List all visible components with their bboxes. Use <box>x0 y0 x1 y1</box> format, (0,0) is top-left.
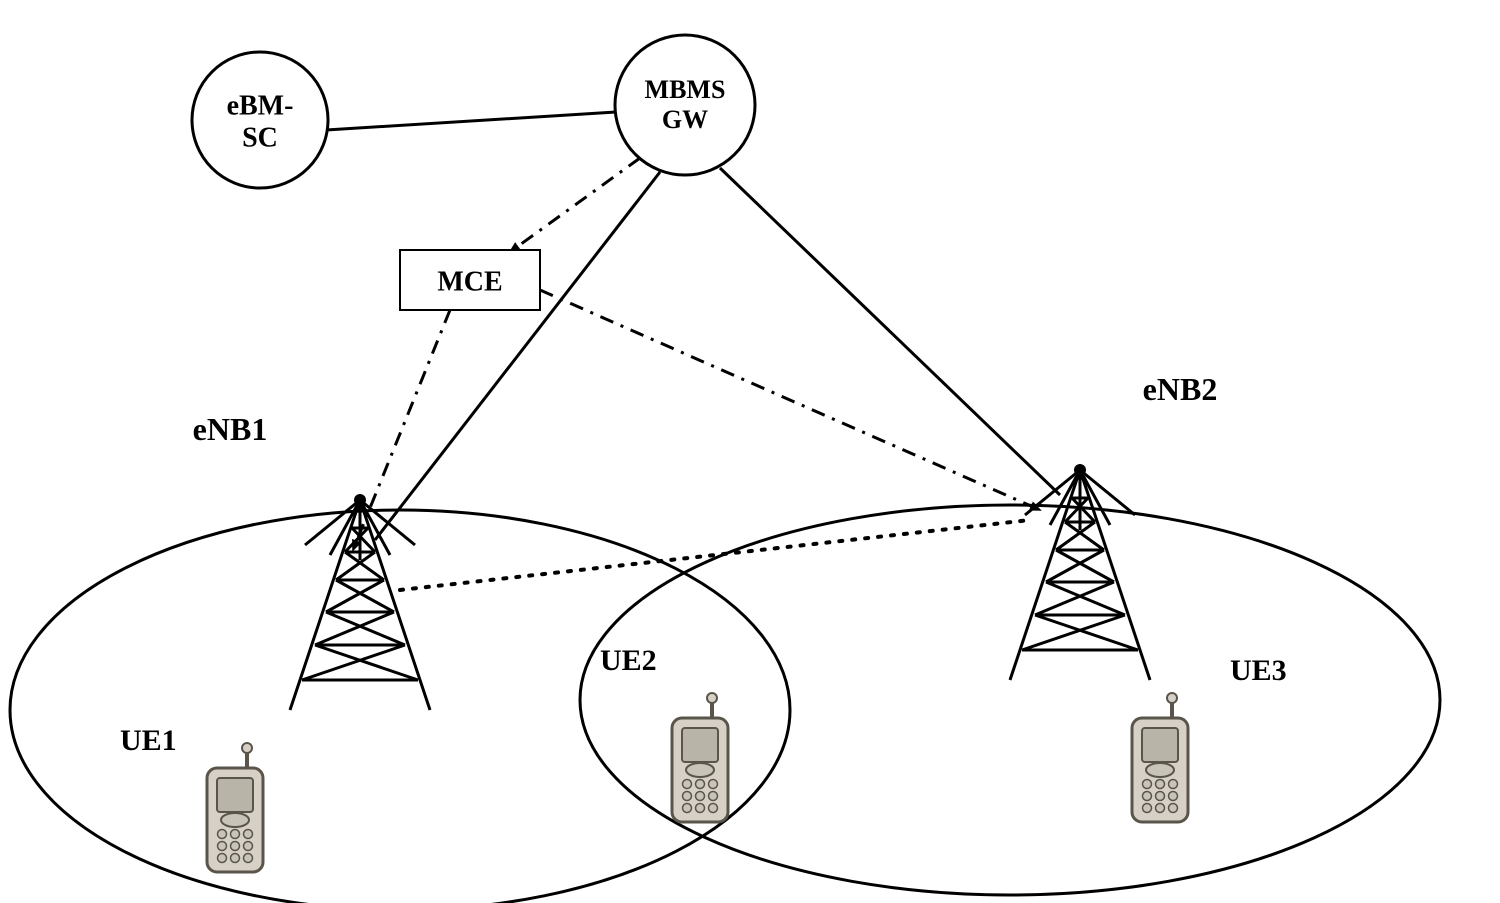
node-enb2 <box>1010 464 1150 680</box>
edge-mbmsgw-mce <box>510 158 640 252</box>
edge-mbmsgw-enb1 <box>375 172 660 540</box>
ue2-label: UE2 <box>600 644 657 677</box>
ebmsc-label-line2: SC <box>242 122 278 153</box>
enb1-label: eNB1 <box>193 411 268 447</box>
node-enb1 <box>290 494 430 710</box>
node-ue2 <box>672 693 728 822</box>
mbmsgw-label-line2: GW <box>662 105 708 134</box>
mce-label: MCE <box>437 266 502 297</box>
edge-mce-enb2 <box>540 290 1040 510</box>
ue1-label: UE1 <box>120 724 177 757</box>
node-mbmsgw: MBMS GW <box>615 35 755 175</box>
ebmsc-label-line1: eBM- <box>227 90 294 121</box>
network-diagram: eBM- SC MBMS GW MCE <box>0 0 1500 903</box>
cell1-ellipse <box>10 510 790 903</box>
node-ebmsc: eBM- SC <box>192 52 328 188</box>
enb2-label: eNB2 <box>1143 371 1218 407</box>
edge-enb1-enb2 <box>400 520 1030 590</box>
edge-ebmsc-mbmsgw <box>326 112 616 130</box>
node-ue3 <box>1132 693 1188 822</box>
node-mce: MCE <box>400 250 540 310</box>
node-ue1 <box>207 743 263 872</box>
edge-mbmsgw-enb2 <box>720 168 1060 495</box>
mbmsgw-label-line1: MBMS <box>645 75 726 104</box>
ue3-label: UE3 <box>1230 654 1287 687</box>
